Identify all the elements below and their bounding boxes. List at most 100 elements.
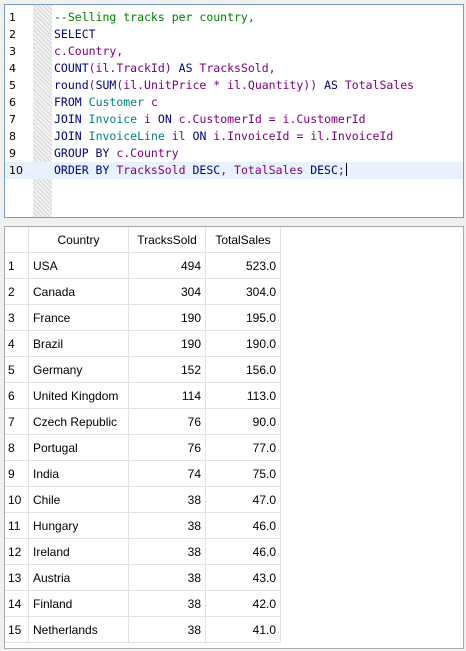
cell-trackssold[interactable]: 38	[129, 539, 206, 565]
code-text: JOIN InvoiceLine il ON i.InvoiceId = il.…	[54, 128, 393, 145]
code-line[interactable]: 3 c.Country,	[5, 43, 463, 60]
code-text: FROM Customer c	[54, 94, 158, 111]
cell-trackssold[interactable]: 74	[129, 461, 206, 487]
line-number: 2	[9, 28, 16, 41]
cell-totalsales[interactable]: 90.0	[206, 409, 281, 435]
row-index[interactable]: 14	[5, 591, 29, 617]
row-index[interactable]: 13	[5, 565, 29, 591]
code-token: Invoice	[88, 112, 138, 126]
cell-trackssold[interactable]: 38	[129, 513, 206, 539]
code-line[interactable]: 8 JOIN InvoiceLine il ON i.InvoiceId = il…	[5, 128, 463, 145]
code-token: AS	[178, 61, 193, 75]
cell-totalsales[interactable]: 46.0	[206, 513, 281, 539]
code-line[interactable]: 1 --Selling tracks per country,	[5, 9, 463, 26]
cell-trackssold[interactable]: 38	[129, 591, 206, 617]
code-token: c.CustomerId = i.CustomerId	[171, 112, 366, 126]
cell-country[interactable]: Netherlands	[29, 617, 129, 643]
column-header-trackssold[interactable]: TracksSold	[129, 227, 206, 253]
cell-country[interactable]: Hungary	[29, 513, 129, 539]
cell-country[interactable]: Germany	[29, 357, 129, 383]
cell-trackssold[interactable]: 190	[129, 305, 206, 331]
cell-totalsales[interactable]: 77.0	[206, 435, 281, 461]
cell-country[interactable]: Austria	[29, 565, 129, 591]
cell-country[interactable]: USA	[29, 253, 129, 279]
code-token: c.Country,	[54, 44, 124, 58]
code-token: DESC	[192, 163, 221, 177]
cell-trackssold[interactable]: 76	[129, 435, 206, 461]
row-index[interactable]: 4	[5, 331, 29, 357]
cell-country[interactable]: India	[29, 461, 129, 487]
line-number: 3	[9, 45, 16, 58]
code-line[interactable]: 6 FROM Customer c	[5, 94, 463, 111]
row-index[interactable]: 9	[5, 461, 29, 487]
cell-totalsales[interactable]: 195.0	[206, 305, 281, 331]
cell-trackssold[interactable]: 494	[129, 253, 206, 279]
results-grid[interactable]: Country TracksSold TotalSales 1 USA 494 523…	[4, 226, 464, 649]
code-token: FROM	[54, 95, 82, 109]
cell-country[interactable]: Ireland	[29, 539, 129, 565]
cell-country[interactable]: Chile	[29, 487, 129, 513]
code-line[interactable]: 5 round(SUM(il.UnitPrice * il.Quantity)) …	[5, 77, 463, 94]
line-number: 9	[9, 147, 16, 160]
code-line[interactable]: 4 COUNT(il.TrackId) AS TracksSold,	[5, 60, 463, 77]
cell-totalsales[interactable]: 156.0	[206, 357, 281, 383]
row-index[interactable]: 8	[5, 435, 29, 461]
cell-totalsales[interactable]: 304.0	[206, 279, 281, 305]
cell-country[interactable]: Czech Republic	[29, 409, 129, 435]
code-text: COUNT(il.TrackId) AS TracksSold,	[54, 60, 276, 77]
cell-totalsales[interactable]: 190.0	[206, 331, 281, 357]
code-token: ORDER BY	[54, 163, 110, 177]
cell-country[interactable]: Brazil	[29, 331, 129, 357]
row-index[interactable]: 7	[5, 409, 29, 435]
code-area[interactable]: 1 --Selling tracks per country, 2 SELECT 3 c.…	[5, 9, 463, 179]
cell-totalsales[interactable]: 42.0	[206, 591, 281, 617]
row-index[interactable]: 6	[5, 383, 29, 409]
cell-trackssold[interactable]: 304	[129, 279, 206, 305]
cell-totalsales[interactable]: 43.0	[206, 565, 281, 591]
cell-trackssold[interactable]: 38	[129, 487, 206, 513]
code-token: ON	[192, 129, 207, 143]
cell-country[interactable]: Finland	[29, 591, 129, 617]
row-index[interactable]: 3	[5, 305, 29, 331]
cell-country[interactable]: France	[29, 305, 129, 331]
cell-totalsales[interactable]: 47.0	[206, 487, 281, 513]
code-token: (	[88, 78, 96, 92]
cell-country[interactable]: United Kingdom	[29, 383, 129, 409]
cell-totalsales[interactable]: 41.0	[206, 617, 281, 643]
code-line[interactable]: 2 SELECT	[5, 26, 463, 43]
row-index[interactable]: 11	[5, 513, 29, 539]
code-token: SUM	[95, 78, 117, 92]
cell-trackssold[interactable]: 38	[129, 617, 206, 643]
sql-editor[interactable]: 1 --Selling tracks per country, 2 SELECT 3 c.…	[4, 4, 464, 218]
cell-totalsales[interactable]: 523.0	[206, 253, 281, 279]
cell-trackssold[interactable]: 152	[129, 357, 206, 383]
row-index[interactable]: 12	[5, 539, 29, 565]
cell-totalsales[interactable]: 113.0	[206, 383, 281, 409]
code-token	[82, 95, 89, 109]
row-index[interactable]: 5	[5, 357, 29, 383]
code-line[interactable]: 9 GROUP BY c.Country	[5, 145, 463, 162]
row-index[interactable]: 15	[5, 617, 29, 643]
code-token: TracksSold	[109, 163, 193, 177]
cell-country[interactable]: Portugal	[29, 435, 129, 461]
cell-trackssold[interactable]: 76	[129, 409, 206, 435]
line-number: 7	[9, 113, 16, 126]
row-index[interactable]: 1	[5, 253, 29, 279]
cell-trackssold[interactable]: 190	[129, 331, 206, 357]
cell-totalsales[interactable]: 46.0	[206, 539, 281, 565]
column-header-totalsales[interactable]: TotalSales	[206, 227, 281, 253]
cell-trackssold[interactable]: 38	[129, 565, 206, 591]
code-token: TotalSales	[337, 78, 415, 92]
row-index[interactable]: 2	[5, 279, 29, 305]
row-index[interactable]: 10	[5, 487, 29, 513]
code-token: il	[164, 129, 193, 143]
line-number: 5	[9, 79, 16, 92]
row-index-header	[5, 227, 29, 253]
code-line[interactable]: 7 JOIN Invoice i ON c.CustomerId = i.Cust…	[5, 111, 463, 128]
code-text: --Selling tracks per country,	[54, 9, 255, 26]
column-header-country[interactable]: Country	[29, 227, 129, 253]
code-line[interactable]: 10 ORDER BY TracksSold DESC, TotalSales D…	[5, 162, 463, 179]
cell-totalsales[interactable]: 75.0	[206, 461, 281, 487]
cell-trackssold[interactable]: 114	[129, 383, 206, 409]
cell-country[interactable]: Canada	[29, 279, 129, 305]
